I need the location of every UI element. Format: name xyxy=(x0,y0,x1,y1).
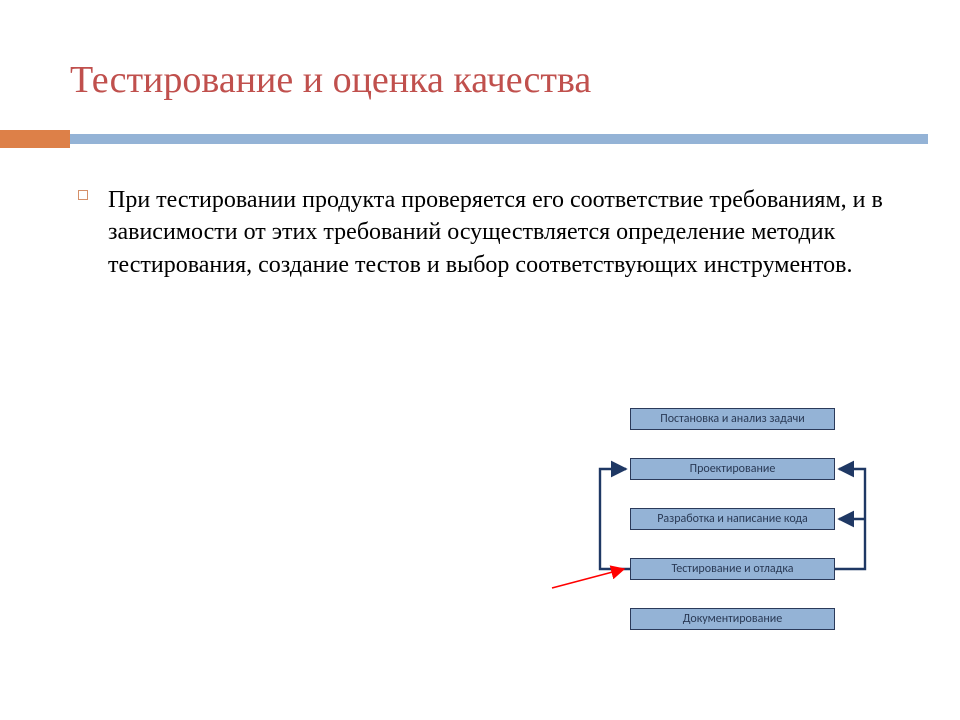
body-paragraph: При тестировании продукта проверяется ег… xyxy=(108,184,898,281)
flowchart-node-n4: Тестирование и отладка xyxy=(630,558,835,580)
flowchart-edge-e_left xyxy=(600,469,630,569)
flowchart-node-n1: Постановка и анализ задачи xyxy=(630,408,835,430)
bullet-icon xyxy=(78,190,88,200)
slide: Тестирование и оценка качества При тести… xyxy=(0,0,960,720)
flowchart-edge-e_red xyxy=(552,569,624,588)
slide-title: Тестирование и оценка качества xyxy=(70,58,591,102)
flowchart-node-n3: Разработка и написание кода xyxy=(630,508,835,530)
divider-bar xyxy=(70,134,928,144)
title-divider xyxy=(0,130,960,148)
flowchart-node-n5: Документирование xyxy=(630,608,835,630)
divider-accent-block xyxy=(0,130,70,148)
flowchart-diagram: Постановка и анализ задачи Проектирование… xyxy=(540,408,920,648)
flowchart-node-n2: Проектирование xyxy=(630,458,835,480)
